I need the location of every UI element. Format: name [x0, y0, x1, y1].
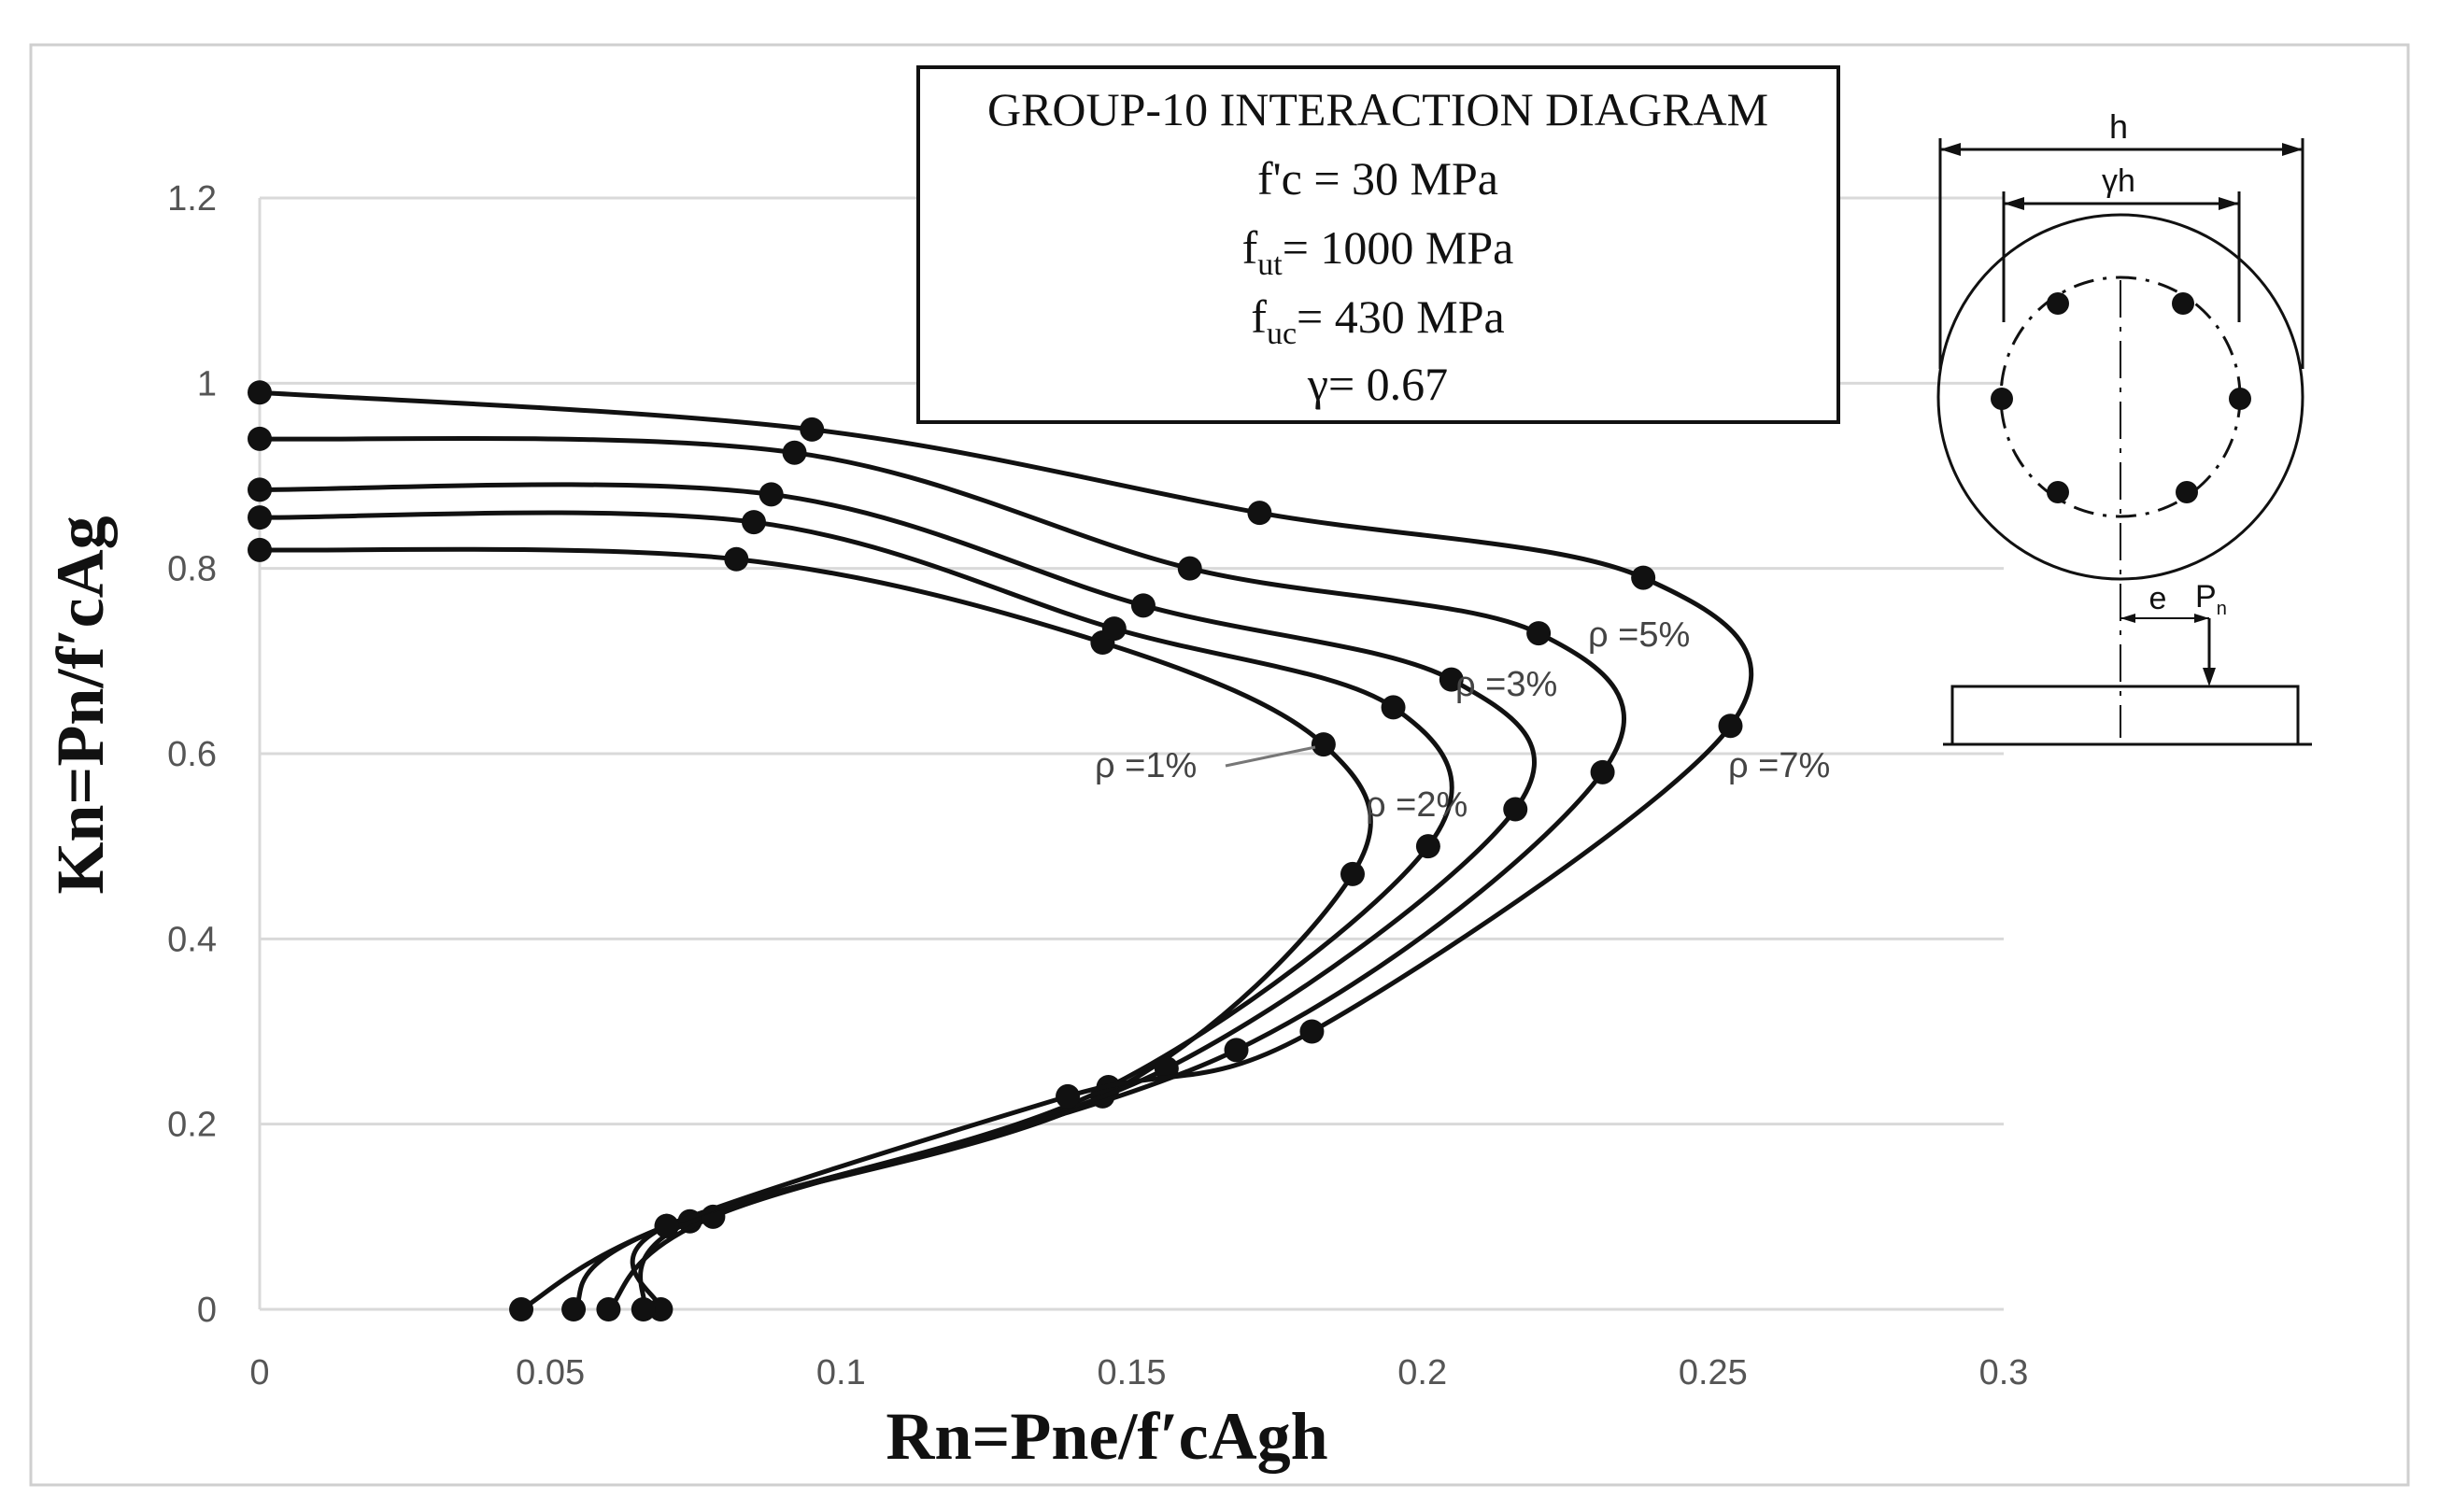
data-point	[248, 380, 272, 405]
y-axis-title: Kn=Pn/f′cAg	[43, 516, 118, 894]
data-point	[741, 510, 766, 535]
section-base	[1950, 685, 2300, 746]
y-tick-label: 0	[197, 1291, 217, 1330]
data-point	[1056, 1083, 1081, 1109]
data-point	[1130, 593, 1156, 618]
data-point	[1590, 759, 1615, 784]
series-2	[248, 505, 1454, 1321]
series-1	[248, 537, 1373, 1321]
data-point	[654, 1213, 679, 1238]
data-point	[1631, 565, 1656, 590]
data-point	[248, 477, 272, 502]
fut-sub: ut	[1257, 247, 1283, 282]
series-label-leader	[1225, 745, 1316, 768]
x-tick-label: 0	[249, 1353, 269, 1392]
pn-sub: n	[2217, 599, 2227, 619]
tick-layer: 0 0.2 0.4 0.6 0.8 1 1.2 0 0.05 0.1 0.15 0.2 0.25 0.3	[167, 179, 2028, 1392]
data-point	[724, 546, 749, 572]
y-tick-label: 0.2	[167, 1106, 217, 1145]
data-point	[596, 1297, 621, 1321]
series-label-4: ρ =5%	[1588, 615, 1690, 655]
x-tick-label: 0.25	[1679, 1353, 1748, 1392]
data-point	[248, 505, 272, 530]
data-point	[1718, 714, 1743, 739]
x-tick-label: 0.3	[1979, 1353, 2029, 1392]
series-5	[248, 380, 1754, 1321]
label-layer: ρ =1% ρ =2% ρ =3% ρ =5% ρ =7%	[1095, 615, 1830, 825]
x-axis-title: Rn=Pne/f′cAgh	[886, 1399, 1327, 1474]
data-point	[1439, 667, 1464, 692]
fut-rest: = 1000 MPa	[1283, 221, 1514, 274]
data-point	[561, 1297, 587, 1321]
series-line	[259, 546, 1373, 1310]
data-point	[248, 537, 272, 562]
y-tick-label: 1	[197, 364, 217, 403]
data-point	[1177, 556, 1202, 581]
series-line	[259, 389, 1754, 1312]
section-outer-circle	[1936, 213, 2304, 581]
data-point	[782, 440, 807, 465]
fuc-main: f	[1251, 290, 1267, 343]
data-point	[509, 1297, 534, 1321]
data-point	[1340, 861, 1365, 886]
chart-frame	[29, 43, 2410, 1487]
x-tick-label: 0.2	[1397, 1353, 1447, 1392]
data-point	[1503, 797, 1528, 822]
series-label-1: ρ =1%	[1095, 746, 1197, 785]
series-line	[259, 482, 1537, 1311]
e-label: e	[2149, 581, 2167, 616]
chart-title: GROUP-10 INTERACTION DIAGRAM	[987, 83, 1768, 135]
data-point	[648, 1297, 674, 1321]
gamma-annotation: γ= 0.67	[1307, 358, 1448, 410]
fuc-sub: uc	[1267, 317, 1297, 351]
data-point	[1224, 1038, 1249, 1063]
y-tick-label: 0.8	[167, 550, 217, 589]
series-label-2: ρ =2%	[1366, 785, 1468, 825]
data-point	[800, 417, 825, 442]
series-layer	[248, 380, 1754, 1321]
y-tick-label: 0.6	[167, 735, 217, 774]
x-tick-label: 0.1	[816, 1353, 866, 1392]
fuc-annotation: fuc= 430 MPa	[1251, 290, 1504, 351]
rebar-dots	[1991, 292, 2251, 503]
data-point	[1415, 834, 1440, 859]
pn-main: P	[2195, 579, 2217, 615]
data-point	[759, 482, 784, 507]
fut-annotation: fut= 1000 MPa	[1242, 221, 1514, 282]
h-label: h	[2109, 107, 2128, 146]
data-point	[1101, 616, 1127, 642]
data-point	[1526, 621, 1552, 646]
x-tick-label: 0.05	[516, 1353, 585, 1392]
series-4	[248, 426, 1626, 1321]
fc-annotation: f'c = 30 MPa	[1257, 152, 1498, 205]
title-box: GROUP-10 INTERACTION DIAGRAM f'c = 30 MP…	[916, 65, 1840, 424]
series-3	[248, 477, 1537, 1321]
x-tick-label: 0.15	[1098, 1353, 1167, 1392]
data-point	[248, 426, 272, 451]
fut-main: f	[1242, 221, 1258, 274]
y-tick-label: 1.2	[167, 179, 217, 219]
series-label-5: ρ =7%	[1728, 746, 1830, 785]
fuc-rest: = 430 MPa	[1297, 290, 1505, 343]
pn-label: Pn	[2195, 579, 2227, 619]
series-label-3: ρ =3%	[1455, 665, 1557, 704]
data-point	[631, 1297, 656, 1321]
data-point	[1381, 695, 1406, 720]
data-point	[1311, 732, 1336, 757]
data-point	[1299, 1019, 1325, 1044]
cross-section-inset	[1936, 138, 2312, 746]
data-point	[1247, 501, 1272, 526]
gh-label: γh	[2102, 163, 2135, 199]
y-tick-label: 0.4	[167, 920, 217, 959]
